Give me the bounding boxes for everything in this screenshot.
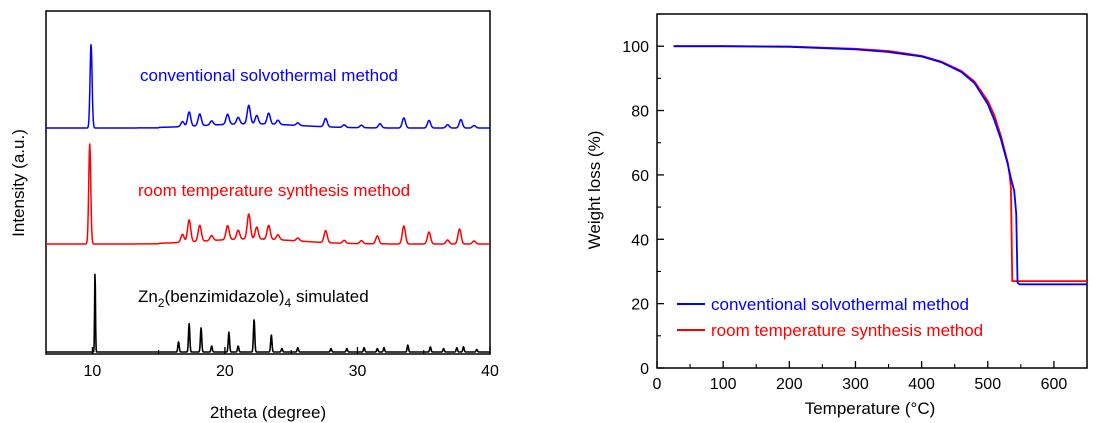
- tga-y-tick-label: 80: [631, 104, 649, 121]
- tga-plot-frame: [656, 13, 1088, 369]
- xrd-plot-frame: [45, 10, 491, 355]
- tga-y-tick-label: 0: [640, 361, 649, 378]
- xrd-x-axis: 10 20 30 40: [83, 347, 499, 380]
- xrd-x-tick-label: 10: [83, 363, 101, 380]
- tga-x-tick-label: 200: [776, 376, 803, 393]
- tga-x-tick-label: 100: [710, 376, 737, 393]
- tga-x-axis-title: Temperature (°C): [805, 399, 936, 418]
- tga-x-tick-label: 300: [842, 376, 869, 393]
- tga-legend: conventional solvothermal method room te…: [677, 295, 983, 340]
- xrd-panel: 10 20 30 40 conventional solvothermal metho…: [9, 10, 499, 422]
- tga-y-tick-label: 40: [631, 232, 649, 249]
- legend-label-conventional: conventional solvothermal method: [711, 295, 969, 314]
- tga-y-tick-label: 100: [622, 39, 649, 56]
- tga-y-tick-label: 20: [631, 297, 649, 314]
- xrd-x-tick-label: 30: [349, 363, 367, 380]
- tga-axes: 0 100 200 300 400 500 600 0 20 40 60 80 100: [622, 13, 1088, 393]
- xrd-series-line: [45, 273, 491, 353]
- annotation-simulated-subscript-2: 4: [285, 296, 292, 310]
- annotation-simulated-part-2: (benzimidazole): [165, 287, 285, 306]
- xrd-series-group: [45, 43, 491, 353]
- annotation-room-temperature: room temperature synthesis method: [138, 181, 410, 200]
- xrd-series-line: [45, 43, 491, 129]
- tga-series-line: [673, 45, 1087, 286]
- annotation-simulated-part-1: Zn: [138, 287, 158, 306]
- annotation-simulated: Zn2(benzimidazole)4 simulated: [138, 287, 369, 310]
- annotation-conventional: conventional solvothermal method: [140, 66, 398, 85]
- xrd-x-axis-title: 2theta (degree): [210, 403, 326, 422]
- tga-panel: 0 100 200 300 400 500 600 0 20 40 60 80 100 conventi…: [585, 13, 1088, 418]
- tga-y-tick-label: 60: [631, 168, 649, 185]
- legend-label-room-temperature: room temperature synthesis method: [711, 321, 983, 340]
- tga-series-line: [673, 45, 1087, 283]
- tga-x-tick-label: 500: [974, 376, 1001, 393]
- xrd-x-tick-label: 20: [216, 363, 234, 380]
- tga-x-tick-label: 400: [908, 376, 935, 393]
- tga-y-axis-title: Weight loss (%): [585, 131, 604, 250]
- xrd-x-tick-label: 40: [481, 363, 499, 380]
- annotation-simulated-subscript-1: 2: [158, 296, 165, 310]
- xrd-y-axis-title: Intensity (a.u.): [9, 129, 28, 237]
- annotation-simulated-part-3: simulated: [291, 287, 368, 306]
- tga-x-tick-label: 0: [653, 376, 662, 393]
- tga-x-tick-label: 600: [1041, 376, 1068, 393]
- xrd-series-line: [45, 143, 491, 245]
- tga-series-group: [673, 45, 1087, 286]
